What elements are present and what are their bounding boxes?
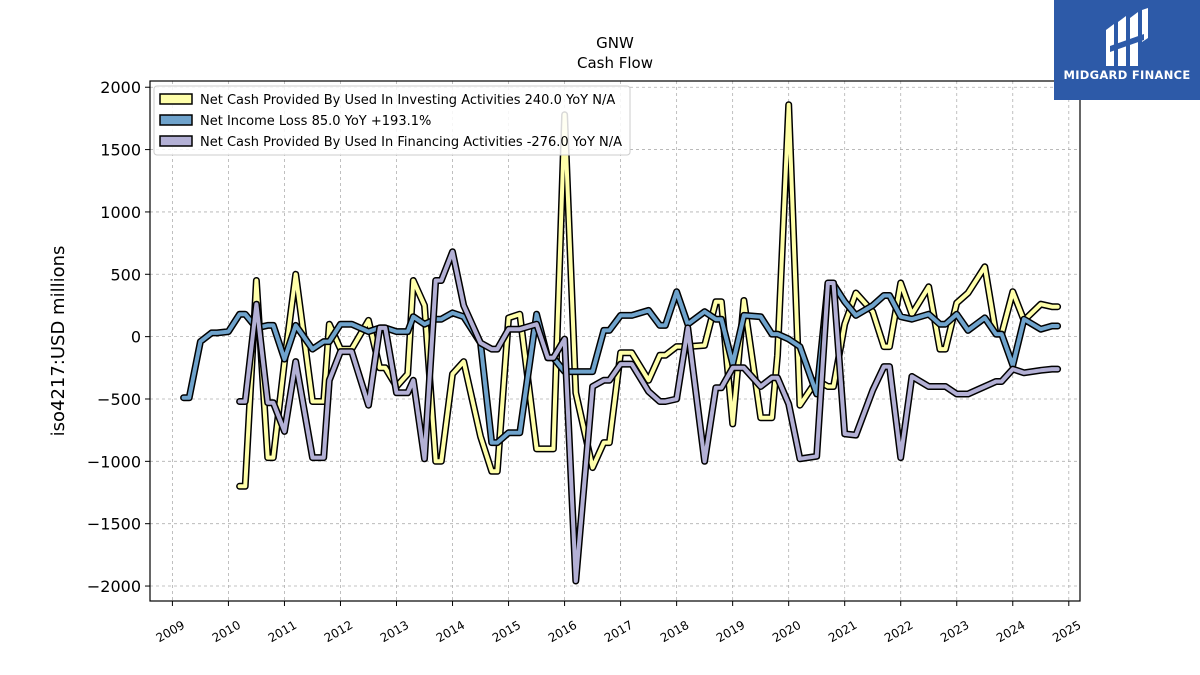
- legend: Net Cash Provided By Used In Investing A…: [153, 85, 631, 156]
- legend-label-2: Net Cash Provided By Used In Financing A…: [200, 135, 622, 150]
- series-line-0: [237, 102, 1060, 489]
- brand-logo: MIDGARD FINANCE: [1054, 0, 1200, 100]
- y-axis-label: iso4217:USD millions: [48, 246, 69, 437]
- y-axis-ticks: −2000 −1500 −1000 −500 0 500 1000 1500 2000: [87, 78, 150, 596]
- series-line-2: [237, 249, 1060, 583]
- series-outline-0: [236, 101, 1062, 490]
- y-tick-label: −1500: [87, 515, 141, 534]
- y-tick-label: −2000: [87, 577, 141, 596]
- y-tick-label: 1000: [100, 203, 141, 222]
- legend-swatch-1: [159, 114, 193, 126]
- midgard-logo-icon: [1106, 8, 1148, 66]
- x-tick-label: 2022: [882, 618, 915, 645]
- x-tick-label: 2013: [378, 618, 411, 645]
- x-tick-label: 2021: [826, 618, 859, 645]
- legend-label-1: Net Income Loss 85.0 YoY +193.1%: [200, 114, 431, 129]
- y-tick-label: 0: [131, 328, 141, 347]
- legend-label-0: Net Cash Provided By Used In Investing A…: [200, 93, 615, 108]
- chart-subtitle: Cash Flow: [577, 54, 653, 72]
- y-tick-label: −1000: [87, 452, 141, 471]
- x-tick-label: 2010: [210, 618, 243, 645]
- x-tick-label: 2019: [714, 618, 747, 645]
- x-axis-ticks: 2009 2010 2011 2012 2013 2014 2015 2016 2017 2018…: [154, 601, 1084, 645]
- series-outline-2: [236, 248, 1062, 585]
- x-tick-label: 2024: [994, 618, 1027, 645]
- legend-box: [153, 85, 631, 156]
- y-tick-label: 1500: [100, 141, 141, 160]
- y-tick-label: 500: [110, 265, 141, 284]
- x-tick-label: 2015: [490, 618, 523, 645]
- plot-frame: [149, 80, 1081, 602]
- x-tick-label: 2014: [434, 618, 467, 645]
- y-tick-label: −500: [97, 390, 141, 409]
- series-lines: [180, 101, 1062, 585]
- legend-swatch-2: [159, 135, 193, 147]
- brand-name: MIDGARD FINANCE: [1063, 68, 1191, 82]
- x-tick-label: 2018: [658, 618, 691, 645]
- chart-title: GNW: [596, 34, 634, 52]
- x-tick-label: 2011: [266, 618, 299, 645]
- x-tick-label: 2023: [938, 618, 971, 645]
- x-tick-label: 2017: [602, 618, 635, 645]
- x-tick-label: 2009: [154, 618, 187, 645]
- x-tick-label: 2020: [770, 618, 803, 645]
- y-tick-label: 2000: [100, 78, 141, 97]
- legend-swatch-0: [159, 93, 193, 105]
- x-tick-label: 2025: [1050, 618, 1083, 645]
- x-tick-label: 2016: [546, 618, 579, 645]
- x-tick-label: 2012: [322, 618, 355, 645]
- series-line-1: [181, 282, 1060, 445]
